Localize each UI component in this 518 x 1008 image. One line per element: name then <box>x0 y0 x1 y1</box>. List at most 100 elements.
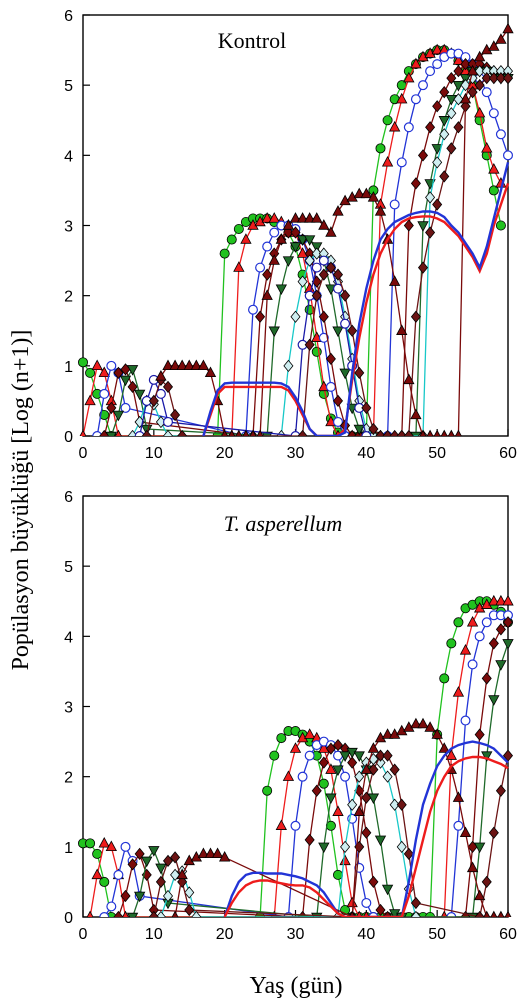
data-point <box>262 785 273 796</box>
data-point <box>446 142 457 155</box>
data-point <box>382 770 393 783</box>
data-point <box>453 617 464 628</box>
data-point <box>403 122 414 133</box>
x-tick-label: 30 <box>287 926 305 943</box>
data-point <box>289 242 302 253</box>
data-point <box>177 429 188 436</box>
data-point <box>106 401 117 415</box>
x-tick-label: 50 <box>428 445 446 462</box>
data-point <box>303 235 316 246</box>
data-point <box>488 40 500 51</box>
data-point <box>255 310 266 323</box>
data-point <box>233 224 244 235</box>
data-point <box>318 268 329 281</box>
series-line <box>117 621 509 917</box>
data-point <box>473 842 486 854</box>
data-point <box>438 116 450 127</box>
data-point <box>290 431 301 436</box>
data-point <box>304 833 315 846</box>
data-point <box>268 212 280 223</box>
data-point <box>127 858 138 871</box>
data-point <box>431 43 443 55</box>
data-point <box>332 205 344 216</box>
data-point <box>375 143 386 154</box>
data-point <box>388 120 401 132</box>
data-point <box>127 380 138 394</box>
data-point <box>410 177 421 190</box>
panel-title: Kontrol <box>218 28 286 53</box>
data-point <box>311 289 322 302</box>
data-point <box>325 352 336 365</box>
data-point <box>248 304 259 315</box>
data-point <box>268 326 280 338</box>
data-point <box>141 429 152 436</box>
data-point <box>502 639 514 650</box>
data-point <box>354 366 365 379</box>
y-axis-label: Popülasyon büyüklüğü [Log (n+1)] <box>8 330 34 671</box>
data-point <box>396 157 407 168</box>
data-point <box>261 212 273 223</box>
series-line <box>139 259 367 436</box>
data-point <box>204 366 217 378</box>
x-tick-label: 10 <box>145 926 163 943</box>
data-point <box>325 381 336 392</box>
data-point <box>226 234 237 245</box>
data-point <box>497 910 505 917</box>
data-point <box>171 910 179 917</box>
data-point <box>134 847 145 860</box>
data-point <box>466 64 479 76</box>
data-point <box>488 826 499 839</box>
data-point <box>347 429 358 436</box>
y-tick-label: 5 <box>64 78 73 95</box>
data-point <box>474 728 485 741</box>
data-point <box>410 910 421 917</box>
data-point <box>170 408 181 422</box>
data-point <box>453 820 464 831</box>
data-point <box>311 262 322 273</box>
data-point <box>452 686 465 697</box>
data-point <box>340 771 351 782</box>
data-point <box>235 429 243 436</box>
data-point <box>197 847 210 859</box>
data-point <box>148 846 160 857</box>
data-point <box>452 80 465 92</box>
data-point <box>332 268 344 281</box>
data-point <box>176 359 188 371</box>
data-point <box>311 212 323 223</box>
data-point <box>410 717 422 729</box>
data-point <box>176 868 188 880</box>
data-point <box>296 247 309 258</box>
data-point <box>162 889 174 903</box>
data-point <box>375 903 386 917</box>
panel-title: T. asperellum <box>224 511 343 536</box>
data-point <box>367 191 380 202</box>
y-tick-label: 4 <box>64 148 73 165</box>
data-point <box>332 765 344 776</box>
data-point <box>268 254 280 265</box>
series-line <box>223 740 509 917</box>
data-point <box>367 742 380 753</box>
data-point <box>134 431 145 436</box>
data-point <box>85 367 96 378</box>
data-point <box>425 912 436 917</box>
data-point <box>148 394 159 408</box>
data-point <box>255 262 266 273</box>
data-point <box>115 429 122 436</box>
data-point <box>361 431 372 436</box>
data-point <box>389 763 400 776</box>
data-point <box>426 429 434 436</box>
data-point <box>303 212 316 223</box>
data-point <box>481 141 493 153</box>
data-point <box>289 742 302 753</box>
data-point <box>425 66 436 77</box>
data-point <box>126 912 139 917</box>
data-point <box>163 416 174 427</box>
data-point <box>120 402 131 413</box>
data-point <box>455 429 462 436</box>
data-point <box>332 326 344 338</box>
x-tick-label: 0 <box>79 926 88 943</box>
data-point <box>417 221 429 232</box>
series-group <box>78 22 514 436</box>
x-tick-label: 10 <box>145 445 163 462</box>
